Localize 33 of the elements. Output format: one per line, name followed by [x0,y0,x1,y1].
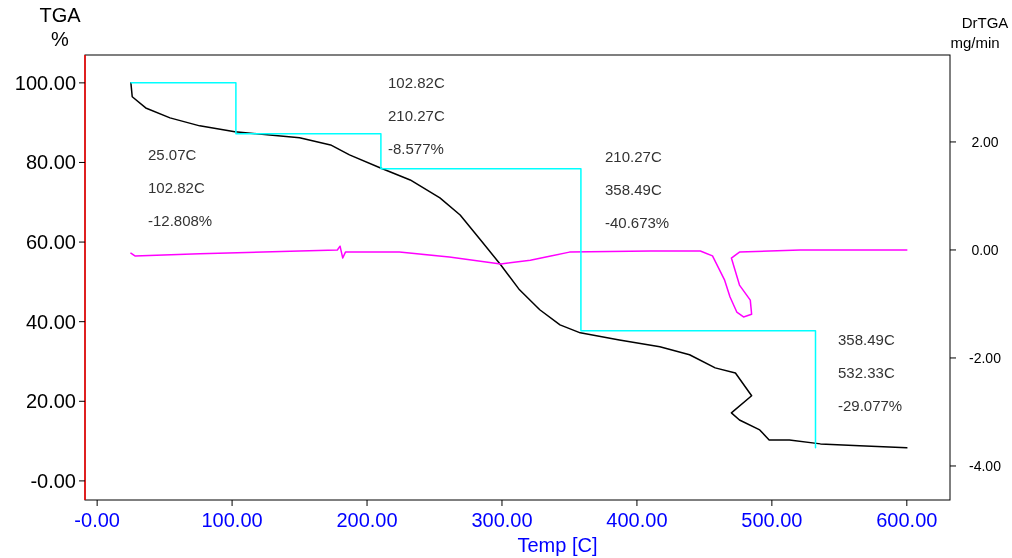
x-tick-label: 500.00 [741,509,803,531]
x-tick-label: 300.00 [471,509,533,531]
y2-tick-label: 2.00 [971,133,999,150]
y2-tick-label: -4.00 [969,457,1002,474]
annotation: 210.27C [605,148,662,165]
annotation: 358.49C [838,331,895,348]
y-tick-label: 80.00 [25,151,76,174]
x-tick-label: 200.00 [336,509,398,531]
y-axis-title: TGA % [39,4,82,50]
y-tick-label: -0.00 [30,469,76,492]
y-tick-label: 40.00 [25,310,76,333]
line-series [130,245,908,318]
annotation: 102.82C [148,179,205,196]
annotation: -29.077% [838,397,903,414]
annotation: 210.27C [388,107,445,124]
annotation: -12.808% [148,212,213,229]
y2-tick-label: -2.00 [969,349,1002,366]
x-tick-label: 400.00 [606,509,668,531]
annotation: -40.673% [605,214,670,231]
x-axis-title: Temp [C] [517,534,598,556]
y-tick-label: 20.00 [25,390,76,413]
x-tick-label: 600.00 [876,509,938,531]
annotation: 102.82C [388,74,445,91]
y-tick-label: 100.00 [14,71,76,94]
y2-tick-label: 0.00 [971,241,999,258]
y2-axis-title: DrTGA mg/min [950,14,1009,51]
annotation: 25.07C [148,146,197,163]
annotation: 532.33C [838,364,895,381]
y-tick-label: 60.00 [25,231,76,254]
x-tick-label: -0.00 [74,509,120,531]
annotation: -8.577% [388,140,444,157]
x-tick-label: 100.00 [201,509,263,531]
annotation: 358.49C [605,181,662,198]
